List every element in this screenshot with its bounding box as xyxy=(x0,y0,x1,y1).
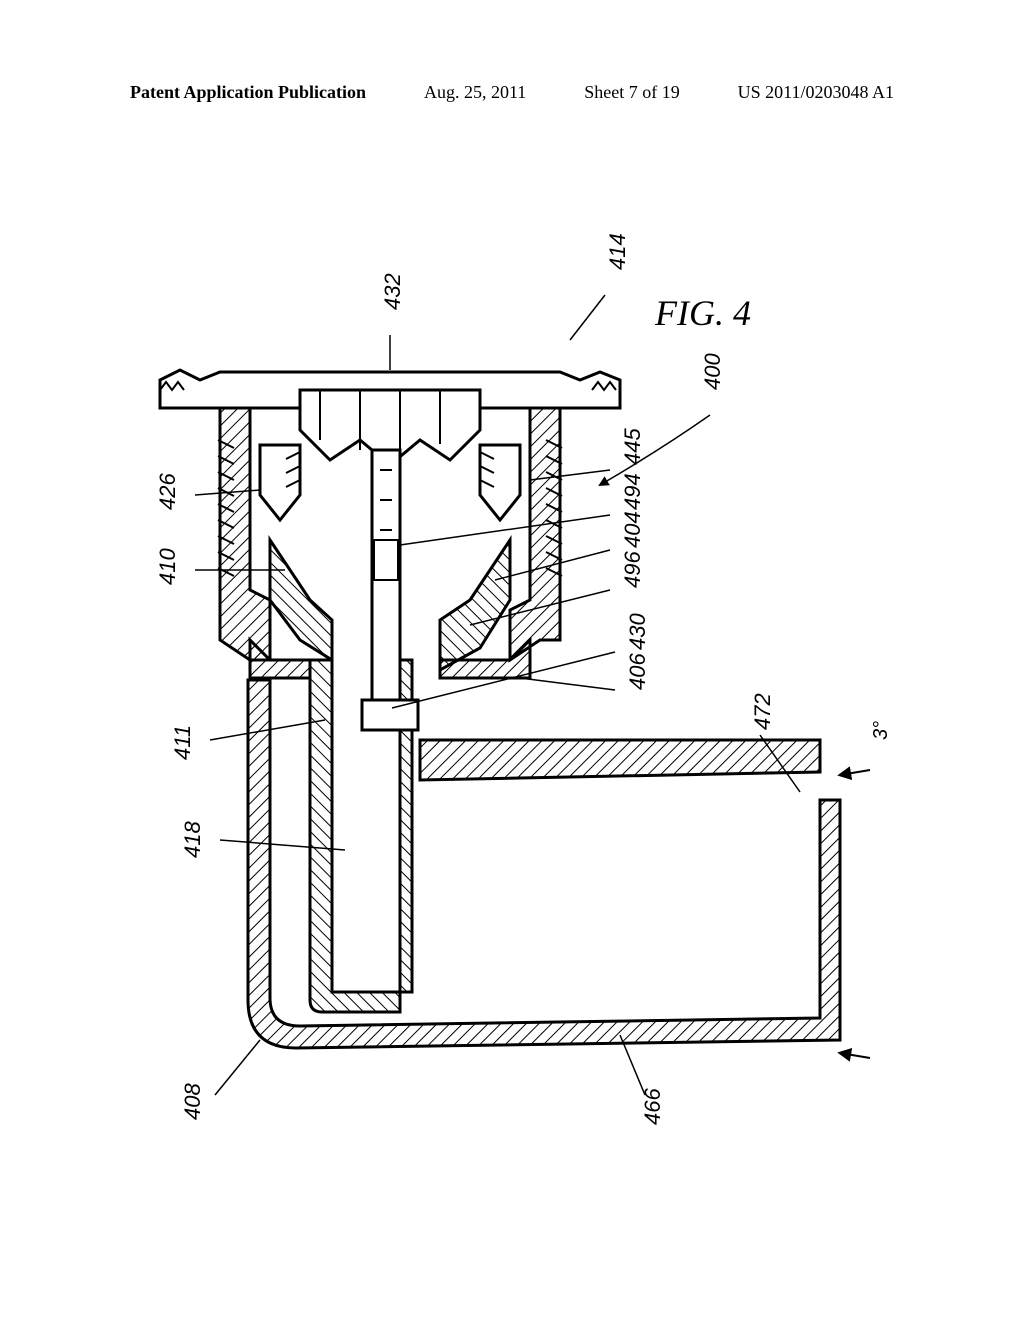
ref-445: 445 xyxy=(620,428,646,465)
ref-494: 494 xyxy=(620,473,646,510)
patent-header: Patent Application Publication Aug. 25, … xyxy=(0,82,1024,103)
ref-466: 466 xyxy=(640,1088,666,1125)
header-date: Aug. 25, 2011 xyxy=(424,82,526,103)
ref-414: 414 xyxy=(605,233,631,270)
ref-406: 406 xyxy=(625,653,651,690)
ref-408: 408 xyxy=(180,1083,206,1120)
header-sheet: Sheet 7 of 19 xyxy=(584,82,679,103)
ref-410: 410 xyxy=(155,548,181,585)
funnel-left xyxy=(270,540,332,660)
ref-426: 426 xyxy=(155,473,181,510)
leaders xyxy=(195,295,800,1095)
stem-foot xyxy=(362,700,418,730)
ref-404: 404 xyxy=(620,511,646,548)
ref-496: 496 xyxy=(620,551,646,588)
figure-4-drawing xyxy=(100,240,920,1160)
angle-3deg: 3° xyxy=(870,721,893,740)
ref-400: 400 xyxy=(700,353,726,390)
header-pubno: US 2011/0203048 A1 xyxy=(738,82,894,103)
ref-411: 411 xyxy=(170,725,196,760)
elbow-inner-floor xyxy=(420,740,820,780)
ref-418: 418 xyxy=(180,821,206,858)
ref-432: 432 xyxy=(380,273,406,310)
funnel-right xyxy=(440,540,510,670)
ref-472: 472 xyxy=(750,693,776,730)
ref-430: 430 xyxy=(625,613,651,650)
figure-4-container: FIG. 4 xyxy=(100,240,920,1160)
header-publication: Patent Application Publication xyxy=(130,82,366,103)
